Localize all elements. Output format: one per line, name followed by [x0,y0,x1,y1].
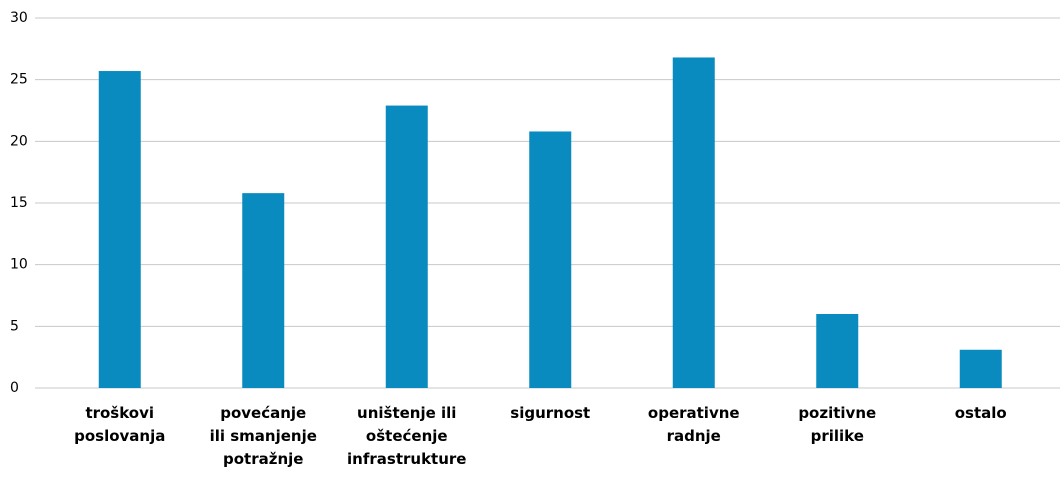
y-tick-label: 15 [10,195,28,211]
y-tick-label: 0 [10,380,19,396]
y-tick-label: 20 [10,133,28,149]
y-tick-label: 5 [10,318,19,334]
bar [529,131,572,388]
bar [672,57,715,388]
x-tick-label: operativne radnje [647,404,740,445]
bar [816,314,859,388]
bar [385,105,428,389]
bar [959,349,1002,388]
x-tick-label: ostalo [954,404,1007,422]
y-tick-label: 30 [10,10,28,26]
bar [242,193,285,388]
x-tick-label: uništenje ili oštećenje infrastrukture [347,404,467,468]
x-tick-label: povećanje ili smanjenje potražnje [209,404,317,468]
y-tick-label: 25 [10,72,28,88]
x-tick-label: pozitivne prilike [798,404,877,445]
y-tick-label: 10 [10,257,28,273]
x-tick-label: sigurnost [510,404,591,422]
x-tick-label: troškovi poslovanja [74,404,166,445]
bar [98,71,141,389]
